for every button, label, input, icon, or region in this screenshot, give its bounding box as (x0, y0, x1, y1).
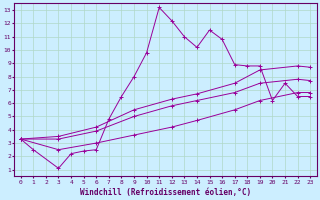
X-axis label: Windchill (Refroidissement éolien,°C): Windchill (Refroidissement éolien,°C) (80, 188, 251, 197)
